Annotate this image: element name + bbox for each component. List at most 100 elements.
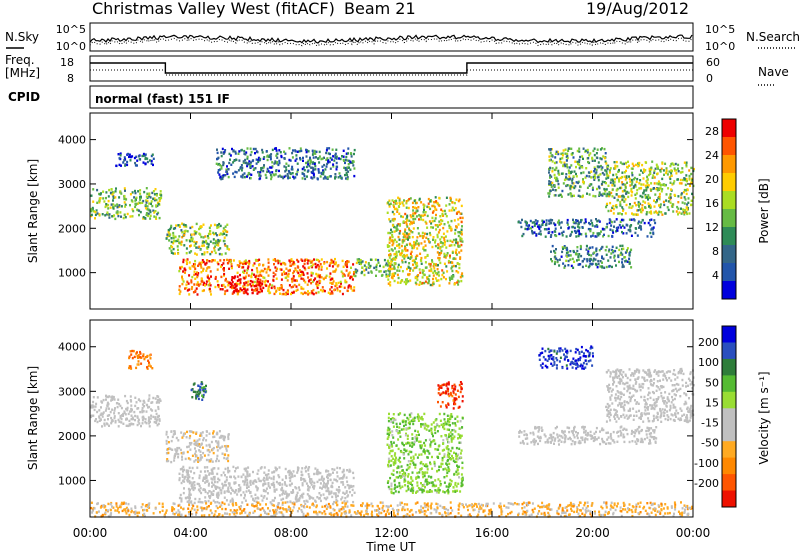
data-cell <box>624 251 627 254</box>
data-cell <box>370 270 373 273</box>
data-cell <box>570 164 573 167</box>
data-cell <box>124 205 127 208</box>
data-cell <box>252 497 254 501</box>
data-cell <box>257 274 260 278</box>
data-cell <box>538 227 541 230</box>
data-cell <box>401 201 404 204</box>
data-cell <box>603 228 606 231</box>
data-cell <box>331 265 334 268</box>
data-cell <box>242 473 245 476</box>
data-cell <box>605 188 608 191</box>
data-cell <box>367 263 370 266</box>
data-cell <box>555 257 558 260</box>
data-cell <box>595 248 598 251</box>
data-cell <box>205 479 208 483</box>
data-cell <box>193 442 196 446</box>
data-cell <box>193 230 196 233</box>
data-cell <box>399 224 401 227</box>
data-cell <box>102 190 105 193</box>
data-cell <box>400 244 403 248</box>
data-cell <box>292 470 295 473</box>
data-cell <box>270 477 273 480</box>
nave-tick-bottom: 0 <box>706 72 713 85</box>
data-cell <box>598 193 601 197</box>
data-cell <box>573 194 575 197</box>
data-cell <box>385 275 388 278</box>
data-cell <box>426 214 429 218</box>
data-cell <box>283 262 286 265</box>
data-cell <box>548 222 551 225</box>
data-cell <box>197 482 200 486</box>
data-cell <box>272 279 275 282</box>
data-cell <box>98 409 101 412</box>
data-cell <box>555 179 558 182</box>
data-cell <box>543 228 546 231</box>
data-cell <box>346 177 349 181</box>
data-cell <box>554 227 557 230</box>
data-cell <box>397 263 400 267</box>
data-cell <box>270 177 273 181</box>
data-cell <box>202 223 205 226</box>
data-cell <box>383 270 386 273</box>
data-cell <box>631 181 634 184</box>
data-cell <box>244 475 247 478</box>
data-cell <box>145 201 148 204</box>
data-cell <box>408 242 411 245</box>
data-cell <box>183 244 186 247</box>
data-cell <box>563 245 566 248</box>
data-cell <box>319 274 322 277</box>
data-cell <box>459 420 462 423</box>
data-cell <box>227 435 230 439</box>
data-cell <box>200 491 203 495</box>
data-cell <box>356 269 359 272</box>
data-cell <box>152 415 155 419</box>
data-cell <box>300 478 303 481</box>
data-cell <box>208 443 211 447</box>
data-cell <box>180 431 183 434</box>
data-cell <box>605 253 608 256</box>
data-cell <box>394 226 397 229</box>
data-cell <box>675 210 678 213</box>
data-cell <box>634 197 637 200</box>
data-cell <box>339 157 342 161</box>
data-cell <box>407 486 410 490</box>
data-cell <box>154 417 157 421</box>
data-cell <box>170 249 173 252</box>
data-cell <box>591 157 594 161</box>
data-cell <box>393 213 396 216</box>
data-cell <box>408 232 411 236</box>
data-cell <box>577 181 580 185</box>
data-cell <box>629 250 632 254</box>
data-cell <box>524 227 527 231</box>
data-cell <box>278 466 281 469</box>
data-cell <box>419 271 422 274</box>
data-cell <box>421 423 424 426</box>
data-cell <box>305 465 308 469</box>
data-cell <box>258 282 261 285</box>
data-cell <box>288 483 291 487</box>
data-cell <box>627 191 630 194</box>
data-cell <box>108 414 111 417</box>
data-cell <box>218 478 221 482</box>
data-cell <box>275 169 278 173</box>
data-cell <box>216 480 219 484</box>
data-cell <box>553 161 556 165</box>
data-cell <box>448 203 451 206</box>
data-cell <box>165 442 168 445</box>
data-cell <box>270 286 273 290</box>
data-cell <box>390 260 393 263</box>
data-cell <box>120 414 123 417</box>
data-cell <box>205 458 208 462</box>
data-cell <box>199 458 202 461</box>
data-cell <box>422 273 425 276</box>
data-cell <box>127 412 130 416</box>
data-cell <box>285 492 288 495</box>
data-cell <box>176 449 179 452</box>
data-cell <box>283 157 286 160</box>
data-cell <box>130 404 133 407</box>
data-cell <box>114 204 117 207</box>
data-cell <box>205 246 208 249</box>
data-cell <box>269 154 272 157</box>
data-cell <box>616 176 618 179</box>
data-cell <box>418 268 421 271</box>
